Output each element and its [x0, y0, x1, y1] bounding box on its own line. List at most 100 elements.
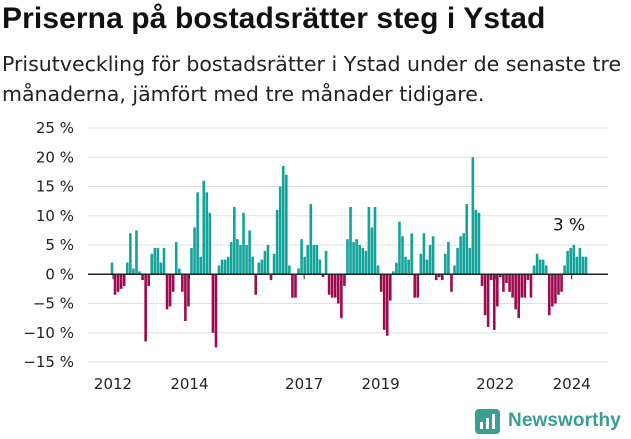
bar	[352, 242, 355, 275]
bar	[453, 265, 456, 275]
bar	[147, 274, 150, 286]
bar	[416, 274, 420, 298]
bar	[272, 253, 276, 275]
bar	[174, 242, 178, 275]
bar	[309, 204, 313, 275]
bar	[220, 259, 224, 275]
bar	[171, 274, 175, 292]
bar	[190, 247, 193, 275]
bars	[110, 157, 588, 348]
bar	[404, 256, 407, 275]
bar	[358, 245, 361, 275]
bar	[465, 204, 469, 275]
bar	[544, 265, 548, 275]
bar	[245, 245, 248, 275]
bar	[578, 247, 582, 275]
bar	[431, 236, 435, 275]
y-tick-label: 5 %	[45, 236, 74, 254]
bar	[138, 271, 141, 275]
bar	[340, 274, 343, 319]
bar	[233, 206, 236, 275]
bar	[162, 247, 166, 275]
bar	[508, 274, 511, 292]
bar	[514, 274, 517, 310]
bar	[492, 274, 496, 330]
bar	[428, 245, 432, 275]
bar	[122, 274, 126, 286]
bar	[398, 221, 401, 275]
bar	[132, 268, 135, 275]
brand-name: Newsworthy	[508, 410, 621, 431]
bar	[434, 274, 438, 281]
bar	[226, 256, 230, 275]
y-tick-label: 0 %	[45, 265, 74, 283]
bar	[217, 265, 221, 275]
y-axis-labels: 25 % 20 % 15 % 10 % 5 % 0 % −5 % −10 % −15 %	[23, 119, 74, 371]
bar	[395, 262, 398, 275]
bar	[113, 274, 117, 295]
bar	[349, 206, 352, 275]
bar	[560, 274, 563, 292]
latest-value-label: 3 %	[553, 216, 585, 236]
bar	[489, 274, 493, 281]
bar	[266, 245, 270, 275]
bar	[199, 256, 202, 275]
bar	[177, 268, 181, 275]
bar	[447, 242, 450, 275]
bar	[110, 262, 114, 275]
bar	[168, 274, 172, 307]
bar	[125, 262, 129, 275]
bar	[260, 259, 264, 275]
bar	[370, 227, 374, 275]
bar	[119, 274, 123, 289]
bar	[486, 274, 490, 327]
bar	[382, 274, 386, 330]
bar	[278, 186, 282, 275]
bar	[483, 274, 487, 316]
bar	[202, 180, 206, 275]
bar	[541, 259, 545, 275]
bar	[364, 250, 368, 275]
bar	[456, 247, 459, 275]
bar	[346, 239, 349, 275]
newsworthy-logo[interactable]: Newsworthy	[475, 406, 621, 436]
bar	[355, 239, 358, 275]
bar	[554, 274, 557, 304]
bar	[526, 274, 530, 281]
bar	[242, 212, 245, 275]
bar	[548, 274, 551, 316]
bar	[581, 256, 585, 275]
bar	[254, 274, 258, 295]
bar	[392, 271, 395, 275]
bar	[135, 230, 138, 275]
y-tick-label: 10 %	[36, 207, 74, 225]
chart-subtitle: Prisutveckling för bostadsrätter i Ystad…	[2, 52, 622, 106]
x-tick-label: 2014	[170, 375, 208, 393]
bar	[569, 247, 573, 275]
bar	[557, 274, 560, 295]
bar	[294, 274, 297, 298]
x-tick-label: 2019	[361, 375, 399, 393]
bar	[269, 274, 273, 281]
bar	[324, 250, 328, 275]
bar	[535, 253, 539, 275]
bar	[205, 192, 209, 275]
bar	[193, 227, 196, 275]
bar	[367, 206, 371, 275]
bar	[181, 274, 184, 292]
bar	[471, 157, 475, 275]
bar	[285, 174, 288, 275]
x-axis-labels: 2012 2014 2017 2019 2022 2024	[94, 274, 591, 393]
bar	[410, 233, 413, 275]
bar	[511, 274, 514, 298]
bar	[312, 245, 316, 275]
bar	[437, 274, 441, 278]
bar	[303, 256, 306, 275]
bar	[150, 253, 154, 275]
bar	[407, 259, 410, 275]
bar	[425, 259, 429, 275]
bar	[376, 265, 380, 275]
bar	[184, 274, 187, 322]
bar	[462, 233, 465, 275]
bar	[318, 259, 322, 275]
